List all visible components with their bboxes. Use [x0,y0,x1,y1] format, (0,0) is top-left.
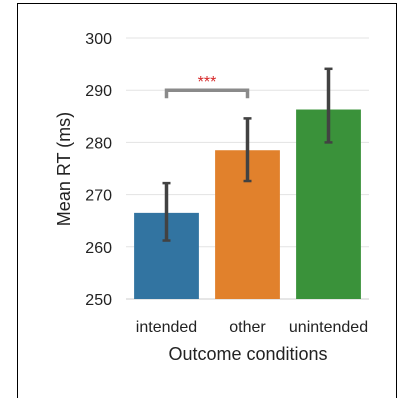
figure-frame [17,3,397,398]
x-tick-label: unintended [289,319,368,336]
y-tick-label: 300 [85,31,112,48]
x-tick-label: other [229,319,266,336]
significance-bracket [164,88,250,99]
y-tick-labels: 250 260 270 280 290 300 [85,31,112,309]
error-bars [162,67,333,242]
x-tick-label: intended [136,319,197,336]
y-tick-label: 250 [85,292,112,309]
y-tick-label: 290 [85,83,112,100]
x-tick-labels: intended other unintended [136,319,368,336]
y-tick-label: 260 [85,240,112,257]
y-axis-title: Mean RT (ms) [54,112,74,226]
y-tick-label: 270 [85,188,112,205]
significance-label: *** [198,74,217,91]
significance-annotation: *** [164,74,250,99]
x-axis-title: Outcome conditions [168,344,327,364]
y-tick-label: 280 [85,135,112,152]
